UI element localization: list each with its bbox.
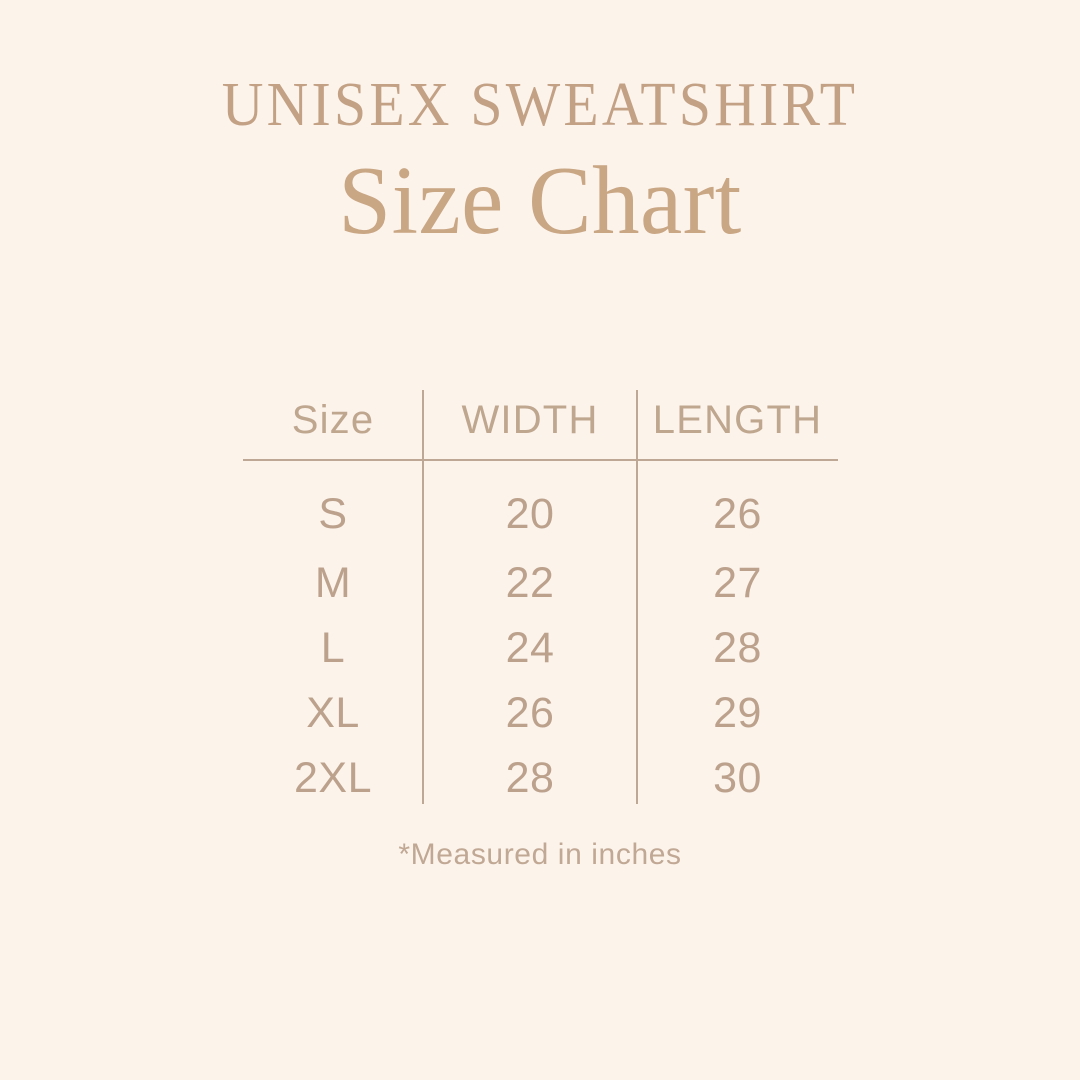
size-table: Size WIDTH LENGTH S 20 26 M 22 27 L <box>243 386 838 811</box>
table-header-row: Size WIDTH LENGTH <box>243 386 838 460</box>
cell-size: S <box>318 489 348 538</box>
cell-size: L <box>320 624 346 672</box>
cell-size: XL <box>306 689 360 737</box>
cell-length: 29 <box>713 689 762 737</box>
page-eyebrow-title: UNISEX SWEATSHIRT <box>221 71 859 139</box>
cell-length: 27 <box>713 559 762 607</box>
cell-width: 20 <box>505 489 555 538</box>
column-divider-2 <box>636 390 638 804</box>
page-header: UNISEX SWEATSHIRT Size Chart <box>0 74 1080 253</box>
column-header-size: Size <box>291 398 375 442</box>
table-row: M 22 27 <box>243 551 838 616</box>
table-row: L 24 28 <box>243 616 838 681</box>
cell-length: 28 <box>713 624 762 672</box>
size-table-head: Size WIDTH LENGTH <box>243 386 838 460</box>
cell-size: 2XL <box>293 754 372 802</box>
table-row: XL 26 29 <box>243 681 838 746</box>
cell-length: 26 <box>713 489 762 538</box>
cell-width: 28 <box>505 754 555 802</box>
page-title: Size Chart <box>338 147 742 255</box>
cell-length: 30 <box>713 754 762 802</box>
cell-width: 26 <box>505 689 555 737</box>
cell-width: 24 <box>505 624 555 672</box>
cell-size: M <box>314 559 352 607</box>
column-header-width: WIDTH <box>461 398 599 442</box>
column-divider-1 <box>422 390 424 804</box>
measurement-footnote: *Measured in inches <box>398 838 682 871</box>
size-table-container: Size WIDTH LENGTH S 20 26 M 22 27 L <box>243 386 838 804</box>
table-row: S 20 26 <box>243 460 838 551</box>
table-row: 2XL 28 30 <box>243 746 838 811</box>
column-header-length: LENGTH <box>652 398 823 442</box>
size-table-body: S 20 26 M 22 27 L 24 28 XL 26 29 <box>243 460 838 811</box>
cell-width: 22 <box>505 559 555 607</box>
